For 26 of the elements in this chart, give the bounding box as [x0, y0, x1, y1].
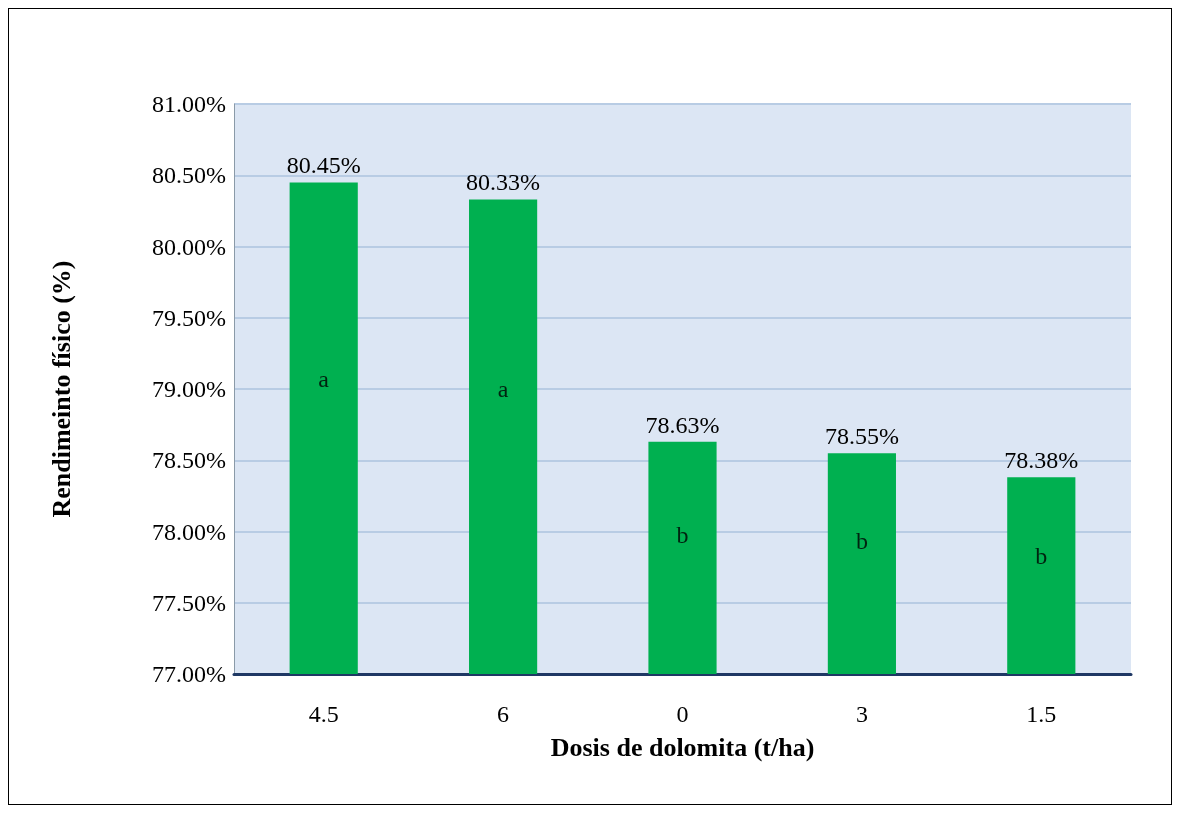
annotation: b	[1035, 543, 1048, 570]
y-tick-label: 80.50%	[152, 162, 226, 189]
annotation: a	[497, 376, 509, 403]
annotation: b	[855, 528, 868, 555]
y-tick-label: 78.50%	[152, 447, 226, 474]
data-label: 78.55%	[824, 423, 899, 450]
data-label: 78.38%	[1004, 447, 1079, 474]
x-tick-label: 4.5	[308, 701, 339, 727]
y-tick-label: 78.00%	[152, 518, 226, 545]
y-tick-label: 81.00%	[152, 91, 226, 117]
x-tick-label: 1.5	[1026, 701, 1057, 727]
y-tick-label: 79.50%	[152, 304, 226, 331]
x-tick-label: 0	[676, 701, 689, 727]
y-tick-label: 77.00%	[152, 661, 226, 687]
annotation: a	[318, 366, 330, 393]
y-tick-label: 79.00%	[152, 376, 226, 402]
data-label: 80.33%	[466, 169, 541, 196]
data-label: 80.45%	[286, 152, 361, 179]
y-tick-label: 80.00%	[152, 233, 226, 260]
annotation: b	[676, 521, 689, 548]
x-axis-title: Dosis de dolomita (t/ha)	[550, 732, 815, 762]
x-tick-label: 6	[497, 701, 510, 727]
y-axis-title: Rendimeinto físico (%)	[46, 260, 76, 518]
data-label: 78.63%	[645, 411, 720, 438]
x-tick-label: 3	[855, 701, 868, 727]
y-tick-label: 77.50%	[152, 589, 226, 616]
